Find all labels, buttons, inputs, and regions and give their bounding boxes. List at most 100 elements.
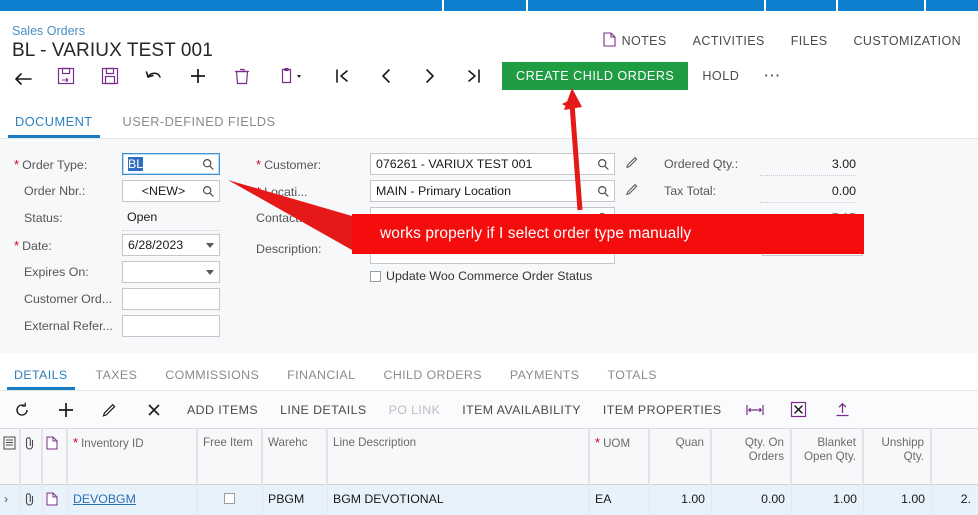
tab-commissions[interactable]: COMMISSIONS — [165, 368, 260, 382]
customization-button[interactable]: CUSTOMIZATION — [853, 34, 961, 48]
undo-icon[interactable] — [132, 58, 176, 94]
cell-warehouse[interactable]: PBGM — [268, 492, 305, 506]
item-properties-button[interactable]: ITEM PROPERTIES — [602, 402, 722, 417]
refresh-icon[interactable] — [0, 392, 44, 428]
edit-row-icon[interactable] — [88, 392, 132, 428]
tab-financial[interactable]: FINANCIAL — [287, 368, 356, 382]
free-item-checkbox[interactable] — [224, 493, 235, 504]
order-nbr-input[interactable]: <NEW> — [122, 180, 220, 202]
date-input[interactable]: 6/28/2023 — [122, 234, 220, 256]
search-icon[interactable] — [202, 185, 215, 198]
notes-button[interactable]: NOTES — [590, 28, 680, 54]
cell-uom[interactable]: EA — [595, 492, 612, 506]
expires-on-input[interactable] — [122, 261, 220, 283]
line-items-grid: * Inventory ID Free Item Warehc Line Desc… — [0, 428, 978, 515]
edit-location-icon[interactable] — [625, 182, 640, 197]
cell-inventory-id[interactable]: DEVOBGM — [73, 492, 136, 506]
chevron-down-icon[interactable] — [206, 270, 214, 275]
column-header-free-item[interactable]: Free Item — [197, 429, 262, 485]
attachment-icon[interactable] — [20, 429, 42, 485]
search-icon[interactable] — [202, 158, 215, 171]
line-details-button[interactable]: LINE DETAILS — [280, 402, 367, 417]
column-divider — [42, 429, 43, 515]
tab-separator — [764, 0, 766, 11]
next-record-icon[interactable] — [408, 58, 452, 94]
order-type-input[interactable]: BL — [122, 153, 220, 175]
row-expander[interactable]: › — [4, 492, 9, 506]
tab-payments[interactable]: PAYMENTS — [509, 368, 580, 382]
last-record-icon[interactable] — [452, 58, 496, 94]
attachment-icon[interactable] — [20, 485, 42, 514]
create-child-orders-button[interactable]: CREATE CHILD ORDERS — [502, 62, 689, 90]
column-divider — [197, 429, 198, 515]
back-arrow-icon[interactable] — [0, 58, 44, 94]
files-button[interactable]: FILES — [790, 34, 828, 48]
edit-customer-icon[interactable] — [625, 155, 640, 170]
breadcrumb[interactable]: Sales Orders — [12, 24, 85, 38]
column-header-quantity[interactable]: Quan — [649, 429, 711, 485]
chevron-down-icon[interactable] — [206, 243, 214, 248]
add-new-icon[interactable] — [176, 58, 220, 94]
cell-line-description[interactable]: BGM DEVOTIONAL — [333, 492, 444, 506]
customer-order-label: Customer Ord... — [24, 292, 113, 306]
customer-input[interactable]: 076261 - VARIUX TEST 001 — [370, 153, 615, 175]
tab-totals[interactable]: TOTALS — [607, 368, 657, 382]
column-divider — [67, 429, 68, 515]
tab-document[interactable]: DOCUMENT — [0, 114, 108, 138]
note-page-icon[interactable] — [42, 429, 67, 485]
external-reference-input[interactable] — [122, 315, 220, 337]
export-excel-icon[interactable] — [777, 392, 821, 428]
hold-button[interactable]: HOLD — [702, 69, 740, 83]
delete-icon[interactable] — [220, 58, 264, 94]
column-header-qty-on-orders[interactable]: Qty. On Orders — [711, 429, 791, 485]
update-woo-commerce-checkbox-row[interactable]: Update Woo Commerce Order Status — [370, 269, 592, 283]
grid-settings-icon[interactable] — [0, 429, 20, 485]
expires-on-label: Expires On: — [24, 265, 89, 279]
column-divider — [931, 429, 932, 515]
clipboard-actions-icon[interactable] — [264, 58, 320, 94]
tab-user-defined-fields[interactable]: USER-DEFINED FIELDS — [122, 114, 276, 129]
tab-separator — [526, 0, 528, 11]
activities-button[interactable]: ACTIVITIES — [692, 34, 765, 48]
upload-icon[interactable] — [821, 392, 865, 428]
fit-columns-icon[interactable] — [733, 392, 777, 428]
cell-qty-on-orders[interactable]: 0.00 — [761, 492, 785, 506]
column-divider — [20, 429, 21, 515]
column-header-line-description[interactable]: Line Description — [327, 429, 589, 485]
cell-blanket-open-qty[interactable]: 1.00 — [833, 492, 857, 506]
tab-taxes[interactable]: TAXES — [95, 368, 138, 382]
more-actions-button[interactable]: ⋯ — [763, 66, 781, 85]
column-divider — [589, 429, 590, 515]
save-and-close-icon[interactable] — [44, 58, 88, 94]
update-woo-commerce-checkbox[interactable] — [370, 270, 381, 282]
location-input[interactable]: MAIN - Primary Location — [370, 180, 615, 202]
cell-overflow-value[interactable]: 2. — [960, 492, 971, 506]
external-reference-label: External Refer... — [24, 319, 113, 333]
column-header-inventory-id[interactable]: * Inventory ID — [67, 429, 197, 485]
add-row-icon[interactable] — [44, 392, 88, 428]
delete-row-icon[interactable] — [132, 392, 176, 428]
column-header-unshipped-qty[interactable]: Unshipp Qty. — [863, 429, 931, 485]
column-header-uom[interactable]: * UOM — [589, 429, 649, 485]
item-availability-button[interactable]: ITEM AVAILABILITY — [462, 402, 581, 417]
tab-details[interactable]: DETAILS — [0, 368, 82, 390]
column-header-warehouse[interactable]: Warehc — [262, 429, 327, 485]
note-page-icon — [603, 32, 616, 50]
previous-record-icon[interactable] — [364, 58, 408, 94]
save-icon[interactable] — [88, 58, 132, 94]
table-row[interactable]: › DEVOBGM PBGM BGM DEVOTIONAL EA 1.00 0.… — [0, 485, 978, 515]
status-value: Open — [127, 210, 158, 224]
tab-child-orders[interactable]: CHILD ORDERS — [383, 368, 482, 382]
column-header-blanket-open-qty[interactable]: Blanket Open Qty. — [791, 429, 863, 485]
cell-free-item[interactable] — [197, 485, 262, 514]
search-icon[interactable] — [597, 185, 610, 198]
customer-order-input[interactable] — [122, 288, 220, 310]
search-icon[interactable] — [597, 158, 610, 171]
note-page-icon[interactable] — [42, 485, 67, 514]
first-record-icon[interactable] — [320, 58, 364, 94]
add-items-button[interactable]: ADD ITEMS — [187, 402, 259, 417]
column-divider — [863, 429, 864, 515]
cell-unshipped-qty[interactable]: 1.00 — [901, 492, 925, 506]
cell-quantity[interactable]: 1.00 — [681, 492, 705, 506]
customer-label: * Customer: — [256, 157, 322, 172]
